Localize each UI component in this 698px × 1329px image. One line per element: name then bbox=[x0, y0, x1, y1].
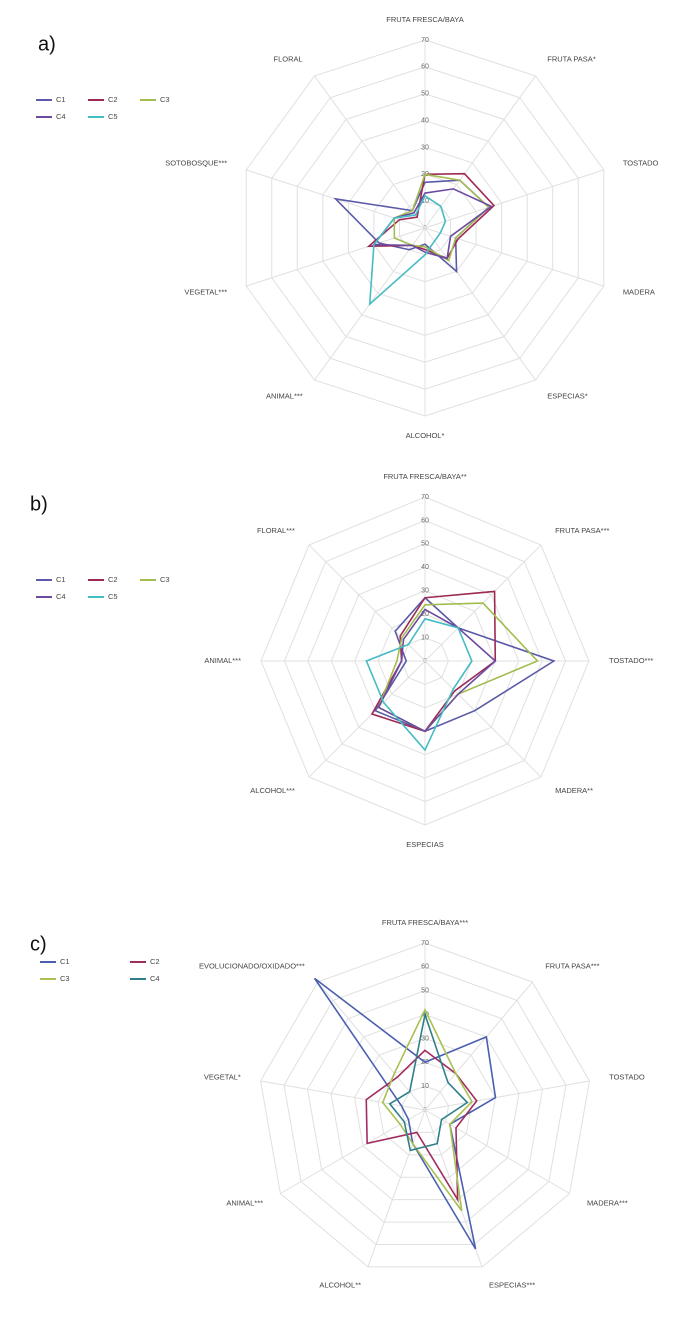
spoke bbox=[424, 1109, 483, 1268]
category-label: MADERA** bbox=[555, 786, 593, 795]
category-label: ESPECIAS* bbox=[547, 391, 588, 400]
grid-ring bbox=[400, 1085, 450, 1133]
category-label: FRUTA FRESCA/BAYA** bbox=[383, 472, 466, 481]
category-label: VEGETAL*** bbox=[184, 287, 227, 296]
grid-ring bbox=[260, 942, 590, 1268]
spoke bbox=[424, 75, 536, 229]
series-line bbox=[365, 617, 473, 752]
spoke bbox=[424, 660, 542, 778]
spoke bbox=[308, 660, 426, 778]
series-line bbox=[313, 977, 497, 1250]
legend-label: C2 bbox=[108, 95, 118, 104]
category-label: SOTOBOSQUE*** bbox=[165, 159, 227, 168]
category-label: ALCOHOL** bbox=[319, 1281, 361, 1290]
legend-label: C1 bbox=[56, 95, 66, 104]
series-line bbox=[368, 194, 447, 306]
spoke bbox=[314, 75, 426, 229]
grid-ring bbox=[307, 990, 543, 1223]
category-label: VEGETAL* bbox=[204, 1073, 241, 1082]
category-label: FRUTA PASA* bbox=[547, 55, 596, 64]
category-label: FRUTA PASA*** bbox=[545, 962, 599, 971]
category-label: ALCOHOL* bbox=[406, 431, 445, 440]
grid-ring bbox=[283, 966, 567, 1246]
series-line bbox=[381, 1007, 473, 1212]
grid-ring bbox=[353, 1037, 497, 1178]
legend-label: C1 bbox=[60, 957, 70, 966]
panel-label: a) bbox=[38, 33, 56, 55]
category-label: FLORAL*** bbox=[257, 526, 295, 535]
series-line bbox=[393, 173, 491, 262]
spoke bbox=[367, 1109, 426, 1268]
legend-label: C3 bbox=[60, 974, 70, 983]
panel-label: c) bbox=[30, 933, 47, 955]
legend-label: C1 bbox=[56, 575, 66, 584]
series-line bbox=[365, 1049, 478, 1203]
legend-label: C4 bbox=[56, 592, 66, 601]
spoke bbox=[246, 227, 426, 287]
spoke bbox=[424, 169, 604, 229]
spoke bbox=[424, 227, 536, 381]
spoke bbox=[308, 544, 426, 662]
legend-label: C3 bbox=[160, 575, 170, 584]
category-label: FLORAL bbox=[274, 55, 303, 64]
spoke bbox=[317, 981, 426, 1111]
series-line bbox=[377, 608, 497, 733]
category-label: ESPECIAS bbox=[406, 840, 444, 849]
legend-label: C2 bbox=[150, 957, 160, 966]
series-line bbox=[366, 172, 496, 260]
category-label: FRUTA FRESCA/BAYA bbox=[386, 15, 464, 24]
spoke bbox=[424, 227, 604, 287]
category-label: FRUTA FRESCA/BAYA*** bbox=[382, 918, 468, 927]
category-label: TOSTADO bbox=[609, 1073, 645, 1082]
spoke bbox=[424, 981, 533, 1111]
legend-label: C2 bbox=[108, 575, 118, 584]
category-label: EVOLUCIONADO/OXIDADO*** bbox=[199, 962, 305, 971]
category-label: FRUTA PASA*** bbox=[555, 526, 609, 535]
legend-label: C5 bbox=[108, 592, 118, 601]
category-label: TOSTADO bbox=[623, 159, 659, 168]
spoke bbox=[424, 1080, 590, 1111]
category-label: ALCOHOL*** bbox=[250, 786, 295, 795]
legend-label: C5 bbox=[108, 112, 118, 121]
category-label: ANIMAL*** bbox=[266, 391, 303, 400]
category-label: MADERA bbox=[623, 287, 655, 296]
legend-label: C4 bbox=[150, 974, 160, 983]
spoke bbox=[280, 1109, 426, 1194]
legend-label: C4 bbox=[56, 112, 66, 121]
spoke bbox=[260, 1080, 426, 1111]
category-label: ANIMAL*** bbox=[226, 1198, 263, 1207]
grid-ring bbox=[330, 1014, 520, 1201]
category-label: MADERA*** bbox=[587, 1198, 628, 1207]
category-label: TOSTADO*** bbox=[609, 656, 653, 665]
panel-label: b) bbox=[30, 493, 48, 515]
legend-label: C3 bbox=[160, 95, 170, 104]
series-line bbox=[388, 1011, 469, 1152]
category-label: ANIMAL*** bbox=[204, 656, 241, 665]
category-label: ESPECIAS*** bbox=[489, 1281, 535, 1290]
